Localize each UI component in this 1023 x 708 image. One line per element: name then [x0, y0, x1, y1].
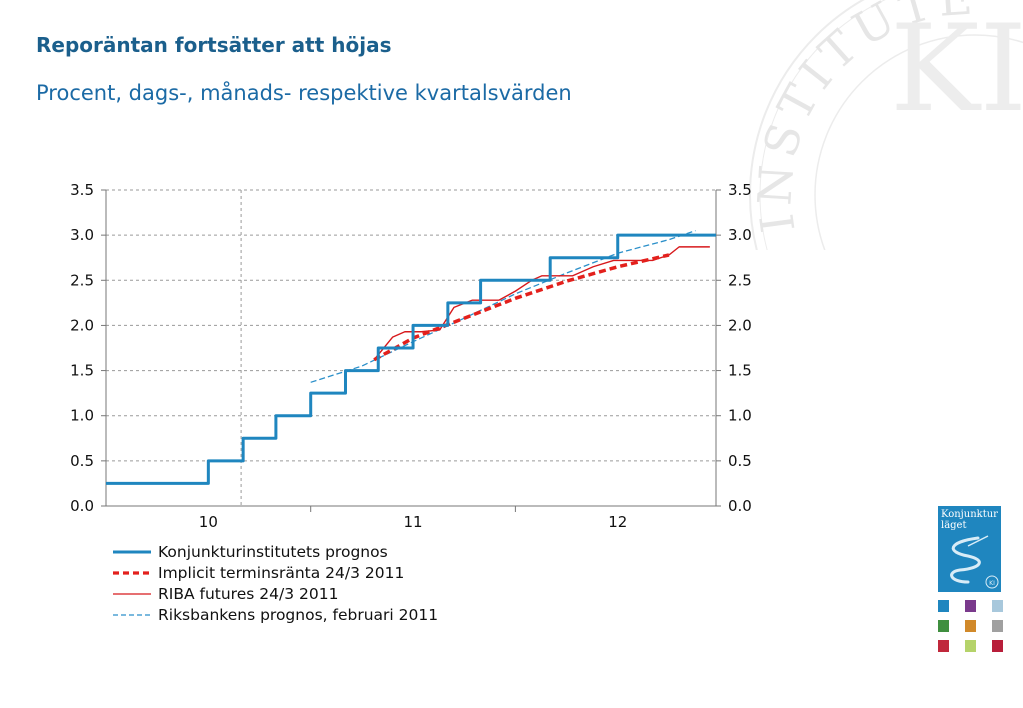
- series-line-1: [373, 253, 670, 362]
- x-tick-label: 12: [608, 513, 627, 531]
- chart-subtitle: Procent, dags-, månads- respektive kvart…: [36, 81, 572, 105]
- y-tick-label-left: 2.0: [70, 316, 94, 334]
- y-tick-label-right: 1.0: [728, 407, 752, 425]
- repo-rate-chart: 0.0 0.0 0.5 0.5 1.0 1.0 1.5 1.5 2.0 2.0 2.5 2.5 3.0 3…: [70, 181, 752, 531]
- legend-swatch-riksbank: [113, 613, 151, 616]
- chart-title: Reporäntan fortsätter att höjas: [36, 33, 392, 57]
- publication-thumbnail[interactable]: [938, 620, 949, 632]
- legend-label: RIBA futures 24/3 2011: [158, 584, 339, 603]
- legend-item-kix: Konjunkturinstitutets prognos: [112, 541, 438, 562]
- cover-title-line1: Konjunktur: [941, 509, 998, 520]
- y-tick-label-right: 3.0: [728, 226, 752, 244]
- x-tick-label: 10: [199, 513, 218, 531]
- y-tick-label-left: 0.5: [70, 452, 94, 470]
- series-line-2: [373, 246, 710, 361]
- legend-item-riksbank: Riksbankens prognos, februari 2011: [112, 604, 438, 625]
- publication-thumbnail[interactable]: [965, 620, 976, 632]
- legend-swatch-riba: [113, 592, 151, 595]
- publication-thumbnail[interactable]: [992, 640, 1003, 652]
- ki-seal-watermark: INSTITUTET KI: [740, 0, 1023, 250]
- legend-label: Konjunkturinstitutets prognos: [158, 542, 388, 561]
- cover-title-line2: läget: [941, 520, 967, 531]
- publication-thumbnail[interactable]: [938, 600, 949, 612]
- cover-squiggle-icon: KI: [950, 535, 999, 589]
- y-tick-label-left: 3.5: [70, 181, 94, 199]
- publication-thumbnail[interactable]: [965, 600, 976, 612]
- y-tick-label-right: 0.5: [728, 452, 752, 470]
- konjunkturlaget-cover-thumbnail[interactable]: Konjunktur läget KI: [938, 506, 1001, 592]
- y-tick-label-right: 1.5: [728, 362, 752, 380]
- legend-swatch-kix: [113, 550, 151, 553]
- cover-title: Konjunktur läget: [941, 509, 998, 531]
- series-line-3: [310, 230, 696, 383]
- publication-thumbnail[interactable]: [992, 600, 1003, 612]
- y-tick-label-right: 3.5: [728, 181, 752, 199]
- x-tick-label: 11: [404, 513, 423, 531]
- chart-legend: Konjunkturinstitutets prognos Implicit t…: [112, 541, 438, 625]
- y-tick-label-right: 2.0: [728, 316, 752, 334]
- publication-thumbnail[interactable]: [965, 640, 976, 652]
- y-tick-label-left: 2.5: [70, 271, 94, 289]
- legend-label: Implicit terminsränta 24/3 2011: [158, 563, 405, 582]
- legend-item-implicit: Implicit terminsränta 24/3 2011: [112, 562, 438, 583]
- y-tick-label-left: 3.0: [70, 226, 94, 244]
- y-tick-label-right: 2.5: [728, 271, 752, 289]
- y-tick-label-left: 0.0: [70, 497, 94, 515]
- publication-thumbnail[interactable]: [992, 620, 1003, 632]
- y-tick-label-right: 0.0: [728, 497, 752, 515]
- legend-label: Riksbankens prognos, februari 2011: [158, 605, 439, 624]
- publication-thumbnail[interactable]: [938, 640, 949, 652]
- legend-swatch-implicit: [113, 570, 151, 575]
- y-tick-label-left: 1.5: [70, 362, 94, 380]
- svg-text:KI: KI: [989, 580, 995, 587]
- series-line-0: [106, 233, 716, 485]
- y-tick-label-left: 1.0: [70, 407, 94, 425]
- legend-item-riba: RIBA futures 24/3 2011: [112, 583, 438, 604]
- svg-text:KI: KI: [890, 0, 1023, 139]
